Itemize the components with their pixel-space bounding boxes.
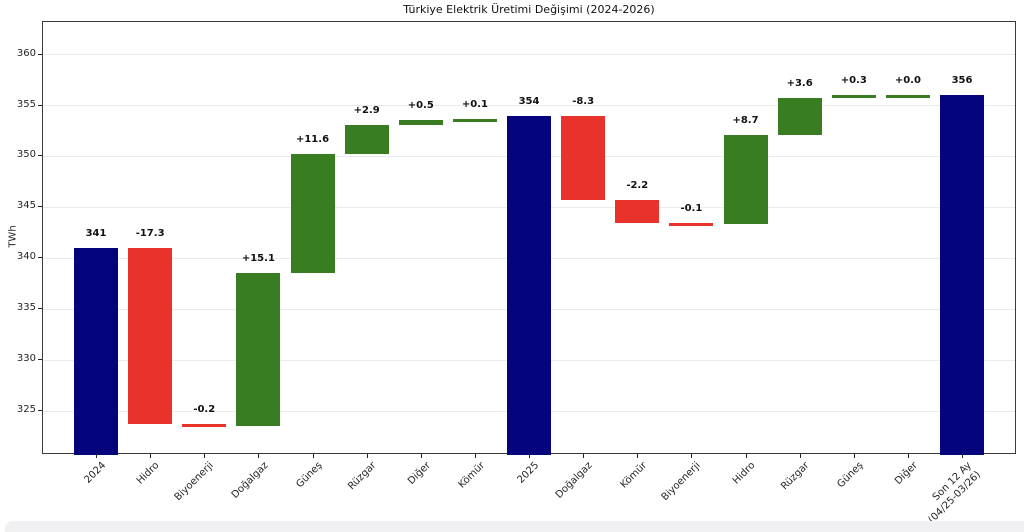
y-tick-label: 355 (16, 98, 36, 110)
x-tick-mark (907, 454, 909, 458)
bar-k-m-r (452, 118, 497, 122)
y-tick-mark (38, 206, 42, 208)
bar-value-label: 354 (518, 95, 540, 107)
x-tick-mark (529, 454, 530, 458)
bar-value-label: +0.1 (461, 98, 488, 110)
x-tick-mark (962, 454, 963, 458)
x-tick-label: Hidro (135, 460, 162, 487)
y-tick-label: 345 (16, 200, 36, 212)
bar-value-label: -8.3 (572, 95, 595, 107)
x-tick-mark (312, 454, 314, 458)
bar-value-label: +8.7 (732, 115, 759, 127)
bar-son-12-ay (940, 95, 984, 455)
y-tick-label: 325 (16, 404, 36, 416)
x-tick-mark (799, 454, 801, 458)
bar-value-label: -0.1 (680, 202, 703, 214)
x-tick-mark (366, 454, 368, 458)
y-tick-label: 335 (16, 302, 36, 314)
bar-r-zgar (344, 124, 389, 155)
bar-value-label: -17.3 (135, 228, 165, 240)
x-tick-label: Doğalgaz (229, 460, 271, 501)
bar-2025 (507, 115, 551, 455)
bar-value-label: -2.2 (626, 180, 649, 192)
bar-value-label: +2.9 (353, 104, 380, 116)
bar-do-algaz (236, 272, 281, 427)
x-tick-label: Biyoenerji (172, 460, 217, 504)
bar-di-er (885, 95, 930, 99)
x-tick-label: Rüzgar (346, 460, 379, 493)
bar-value-label: +15.1 (241, 252, 275, 264)
y-tick-label: 360 (16, 47, 36, 59)
x-tick-label: Diğer (892, 460, 920, 487)
x-tick-label: Son 12 Ay (04/25-03/26) (926, 460, 983, 526)
bar-k-m-r (615, 200, 660, 223)
bar-value-label: +0.5 (407, 99, 434, 111)
bar-value-label: +11.6 (295, 134, 330, 146)
y-tick-label: 330 (16, 353, 36, 365)
y-tick-mark (38, 104, 42, 106)
bar-value-label: -0.2 (193, 404, 216, 416)
bar-biyoenerji (669, 222, 714, 226)
y-tick-mark (38, 257, 42, 259)
x-tick-label: 2024 (82, 460, 108, 486)
x-tick-mark (420, 454, 422, 458)
y-tick-label: 350 (16, 149, 36, 161)
x-tick-label: Kömür (618, 460, 650, 491)
bar-g-ne- (290, 154, 335, 273)
y-tick-mark (38, 155, 42, 157)
x-tick-mark (583, 454, 585, 458)
x-tick-mark (150, 454, 152, 458)
x-tick-label: Doğalgaz (554, 460, 595, 501)
x-tick-label: Diğer (405, 460, 433, 487)
bar-biyoenerji (182, 424, 227, 428)
x-tick-mark (474, 454, 476, 458)
x-tick-mark (204, 454, 206, 458)
window-bottom-strip (5, 521, 1024, 532)
x-tick-mark (637, 454, 639, 458)
gridline (43, 54, 1015, 56)
x-tick-mark (258, 454, 260, 458)
bar-value-label: +0.0 (894, 75, 921, 87)
y-tick-mark (38, 410, 42, 412)
bar-value-label: 356 (951, 75, 973, 87)
y-tick-mark (38, 53, 42, 55)
bar-2024 (74, 248, 118, 455)
y-tick-mark (38, 359, 42, 361)
gridline (43, 105, 1015, 107)
bar-do-algaz (561, 115, 606, 201)
bar-hidro (723, 135, 768, 224)
x-tick-mark (745, 454, 747, 458)
bar-hidro (128, 248, 173, 425)
x-tick-mark (96, 454, 97, 458)
chart-title: Türkiye Elektrik Üretimi Değişimi (2024-… (403, 3, 655, 16)
x-tick-label: Güneş (835, 460, 866, 491)
bar-di-er (398, 119, 443, 125)
bar-value-label: +3.6 (786, 78, 813, 90)
x-tick-label: Kömür (455, 460, 487, 491)
x-tick-label: Güneş (294, 460, 325, 491)
bar-r-zgar (777, 98, 822, 136)
bar-value-label: 341 (85, 228, 107, 240)
x-tick-mark (853, 454, 855, 458)
x-tick-label: Rüzgar (779, 460, 812, 493)
x-tick-label: 2025 (515, 460, 541, 486)
x-tick-label: Hidro (730, 460, 758, 487)
x-tick-label: Biyoenerji (660, 460, 704, 504)
x-tick-mark (691, 454, 693, 458)
bar-g-ne- (831, 95, 876, 99)
plot-area: 341 -17.3 -0.2 +15.1 +11.6 +2.9 +0.5 +0.1 354 -8.… (42, 21, 1016, 455)
bar-value-label: +0.3 (840, 75, 867, 87)
y-tick-mark (38, 308, 42, 310)
y-tick-label: 340 (16, 251, 36, 263)
